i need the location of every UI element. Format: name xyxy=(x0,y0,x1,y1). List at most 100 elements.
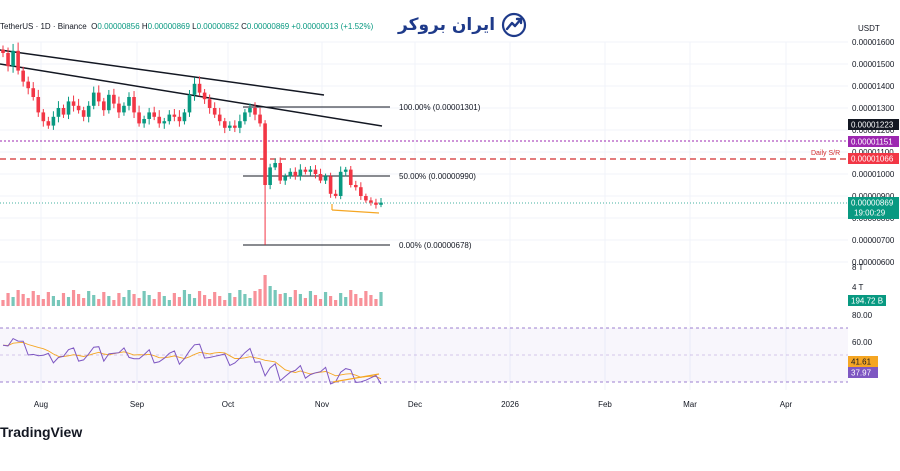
candle-body xyxy=(71,101,76,106)
volume-bar xyxy=(329,296,333,306)
time-axis-label: Aug xyxy=(34,400,48,409)
candle-body xyxy=(112,94,116,104)
price-axis-label: 0.00001100 xyxy=(852,148,894,157)
symbol-header: TetherUS · 1D · Binance O0.00000856 H0.0… xyxy=(0,22,374,31)
volume-bar xyxy=(323,292,328,306)
volume-bar xyxy=(66,297,71,306)
price-axis[interactable]: 0.00001600 0.00001500 0.00001400 0.00001300… xyxy=(852,38,895,267)
volume-bar xyxy=(228,293,232,306)
volume-bar xyxy=(258,289,262,306)
candle-body xyxy=(318,174,323,181)
volume-bar xyxy=(349,290,353,306)
candle-body xyxy=(313,169,318,174)
volume-bar xyxy=(147,295,151,306)
support-line xyxy=(331,209,380,214)
chart-grid xyxy=(0,41,848,390)
rsi-panel xyxy=(0,327,848,385)
time-axis-label: Apr xyxy=(780,400,793,409)
rsi-axis-60: 60.00 xyxy=(852,338,873,347)
volume-bar xyxy=(92,295,96,306)
symbol-name[interactable]: TetherUS · 1D · Binance xyxy=(0,22,87,31)
candle-body xyxy=(348,169,353,185)
volume-bar xyxy=(41,299,45,306)
countdown: 19:00:29 xyxy=(854,209,886,218)
candle-body xyxy=(56,108,61,117)
volume-bar xyxy=(162,296,166,306)
volume-bar xyxy=(318,299,323,306)
volume-bar xyxy=(132,294,136,306)
fib-label-100: 100.00% (0.00001301) xyxy=(399,103,481,112)
volume-bar xyxy=(248,298,252,306)
volume-bar xyxy=(157,292,161,306)
volume-bar xyxy=(334,300,338,306)
candle-body xyxy=(243,112,247,122)
volume-bar xyxy=(218,296,222,306)
volume-bar xyxy=(61,293,66,306)
volume-bar xyxy=(46,292,50,306)
volume-bar xyxy=(177,297,181,306)
volume-bar xyxy=(182,290,187,306)
candle-body xyxy=(258,114,262,124)
price-tags: 0.00001223 0.00001151 0.00001066 0.00000… xyxy=(848,119,899,219)
time-axis-label: Sep xyxy=(130,400,145,409)
candle-body xyxy=(81,110,86,117)
time-axis-label: Dec xyxy=(408,400,422,409)
candle-body xyxy=(222,121,227,128)
candle-body xyxy=(177,116,182,122)
volume-bar xyxy=(172,293,176,306)
price-axis-label: 0.00001400 xyxy=(852,82,895,91)
volume-bar xyxy=(213,292,217,306)
fib-label-50: 50.00% (0.00000990) xyxy=(399,172,476,181)
high-value: 0.00000869 xyxy=(147,22,190,31)
candle-body xyxy=(187,94,192,113)
candle-body xyxy=(364,196,368,201)
volume-bar xyxy=(379,292,383,306)
volume-bar xyxy=(313,295,318,306)
volume-bar xyxy=(36,295,40,306)
time-axis[interactable]: Aug Sep Oct Nov Dec 2026 Feb Mar Apr xyxy=(34,400,793,409)
price-axis-label: 0.00001000 xyxy=(852,170,895,179)
logo-text: ایران بروکر xyxy=(398,15,496,35)
candle-body xyxy=(253,108,257,115)
volume-bar xyxy=(71,290,76,306)
volume-bar xyxy=(102,292,106,306)
volume-bar xyxy=(303,298,307,306)
volume-bar xyxy=(107,296,111,306)
candle-body xyxy=(51,116,56,126)
candle-body xyxy=(323,176,328,181)
daily-sr-label: Daily S/R xyxy=(811,150,840,157)
volume-bar xyxy=(1,300,5,306)
time-axis-label: 2026 xyxy=(501,400,519,409)
trend-up-icon xyxy=(501,12,527,38)
candle-body xyxy=(127,97,131,106)
volume-axis-8t: 8 T xyxy=(852,263,864,272)
candle-body xyxy=(233,125,237,128)
candle-body xyxy=(117,103,121,113)
volume-bar xyxy=(11,297,15,306)
volume-bar xyxy=(298,294,302,306)
low-value: 0.00000852 xyxy=(196,22,239,31)
volume-bar xyxy=(187,294,192,306)
change-value: +0.00000013 (+1.52%) xyxy=(291,22,374,31)
candle-body xyxy=(147,112,151,119)
candle-body xyxy=(16,50,20,71)
candle-body xyxy=(248,108,252,113)
iranbroker-logo: ایران بروکر xyxy=(398,10,527,40)
volume-bar xyxy=(293,290,297,306)
volume-bar xyxy=(238,290,242,306)
candle-body xyxy=(162,121,167,124)
volume-bar xyxy=(339,293,343,306)
fib-label-0: 0.00% (0.00000678) xyxy=(399,241,472,250)
candle-body xyxy=(142,119,146,124)
volume-bar xyxy=(137,298,141,306)
currency-label: USDT xyxy=(858,24,880,33)
volume-bar xyxy=(167,300,171,306)
volume-bar xyxy=(283,293,287,306)
volume-bar xyxy=(127,290,131,306)
volume-bar xyxy=(223,300,227,306)
candle-body xyxy=(152,112,156,117)
candle-body xyxy=(1,49,5,53)
candle-body xyxy=(31,88,36,97)
volume-bar xyxy=(288,297,292,306)
